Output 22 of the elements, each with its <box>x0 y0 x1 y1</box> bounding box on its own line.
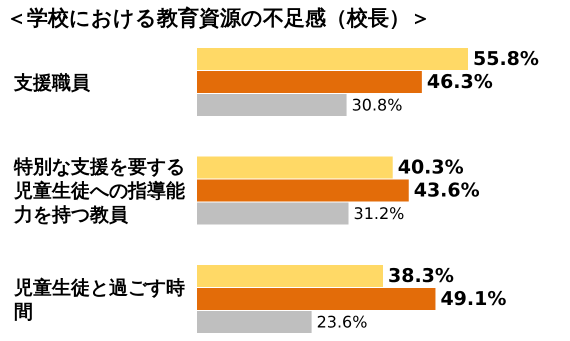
data-label: 49.1% <box>440 288 506 310</box>
bar <box>197 288 436 310</box>
data-label: 43.6% <box>414 180 480 202</box>
y-tick-label: 児童生徒と過ごす時間 <box>14 276 186 324</box>
data-label: 55.8% <box>473 48 539 70</box>
bar <box>197 94 347 116</box>
y-tick-label: 特別な支援を要する児童生徒への指導能力を持つ教員 <box>14 155 186 227</box>
bar <box>197 311 312 333</box>
chart-title: ＜学校における教育資源の不足感（校長）＞ <box>6 5 431 32</box>
data-label: 31.2% <box>354 204 404 223</box>
data-label: 46.3% <box>426 71 493 93</box>
bar <box>197 202 349 224</box>
bar <box>197 48 468 70</box>
bar <box>197 156 393 178</box>
bar <box>197 265 384 287</box>
bar <box>197 180 409 202</box>
data-label: 30.8% <box>352 96 402 114</box>
data-label: 40.3% <box>398 156 464 178</box>
y-tick-label: 支援職員 <box>14 70 91 94</box>
bar <box>197 71 422 93</box>
data-label: 38.3% <box>388 265 454 287</box>
data-label: 23.6% <box>316 312 368 332</box>
